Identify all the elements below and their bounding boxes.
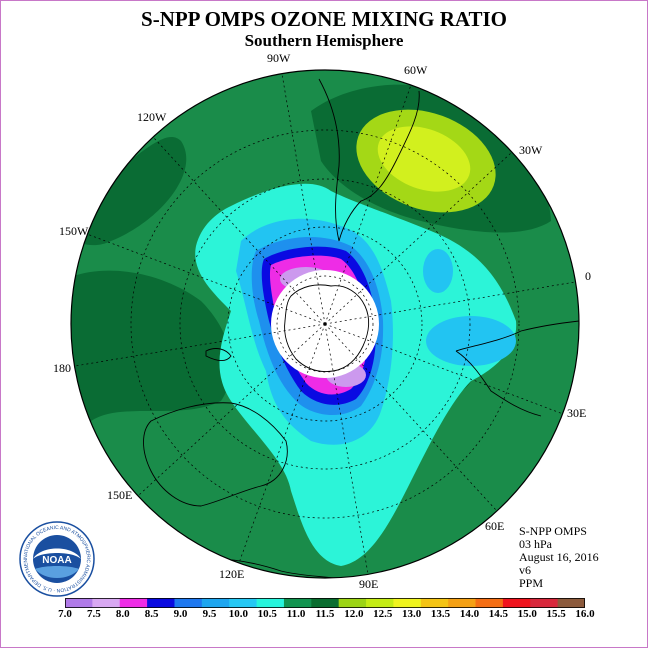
info-units: PPM [519, 576, 544, 590]
label-60e: 60E [485, 519, 505, 533]
info-block: S-NPP OMPS 03 hPa August 16, 2016 v6 PPM [519, 525, 599, 590]
meridian-0 [324, 281, 576, 325]
meridian-150e [138, 323, 326, 496]
colorbar-swatch [256, 598, 285, 608]
colorbar-tick-label: 13.0 [402, 608, 422, 620]
logo-wave [35, 566, 79, 578]
colorbar-swatch [283, 598, 312, 608]
colorbar-tick-label: 15.5 [546, 608, 566, 620]
coastlines [143, 78, 579, 578]
colorbar-tick-label: 8.5 [144, 608, 159, 620]
colorbar-swatch [366, 598, 394, 608]
colorbar-tick-label: 14.5 [488, 608, 508, 620]
noaa-logo: NATIONAL OCEANIC AND ATMOSPHERIC ADMINIS… [19, 521, 95, 597]
colorbar-swatch [92, 598, 121, 608]
info-date: August 16, 2016 [519, 550, 599, 564]
colorbar-ticks: 7.0 7.5 8.0 8.5 9.0 9.5 10.0 10.5 11.0 11.5 12.0 12… [1, 608, 647, 622]
label-150w: 150W [59, 224, 89, 238]
label-120w: 120W [137, 110, 167, 124]
colorbar-swatch [147, 598, 175, 608]
colorbar-swatch [229, 598, 258, 608]
label-90e: 90E [359, 577, 379, 591]
label-150e: 150E [107, 488, 133, 502]
colorbar-swatch [393, 598, 422, 608]
colorbar [65, 598, 585, 608]
colorbar-tick-label: 16.0 [575, 608, 595, 620]
meridian-30e [324, 323, 572, 418]
latitude-ring-2 [227, 226, 423, 422]
colorbar-swatch [448, 598, 477, 608]
africa-coastline-south [455, 350, 542, 417]
meridian-60e [324, 323, 497, 511]
new-zealand-coastline [205, 348, 232, 361]
label-0: 0 [585, 269, 591, 283]
colorbar-tick-label: 7.0 [58, 608, 72, 620]
meridian-90e [324, 323, 369, 575]
logo-bird-shape [33, 548, 81, 559]
page-subtitle: Southern Hemisphere [244, 31, 404, 50]
africa-coastline [455, 320, 579, 352]
colorbar-tick-label: 10.0 [228, 608, 248, 620]
australia-coastline [143, 402, 288, 507]
colorbar-swatch [119, 598, 148, 608]
colorbar-swatch [420, 598, 449, 608]
polar-map [70, 69, 580, 579]
colorbar-tick-label: 8.0 [115, 608, 130, 620]
colorbar-tick-label: 14.0 [459, 608, 480, 620]
colorbar-swatch [530, 598, 559, 608]
south-america-coastline [318, 78, 420, 242]
colorbar-tick-label: 12.0 [344, 608, 364, 620]
dark-green-zone-w [71, 270, 232, 421]
logo-text: NOAA [42, 555, 71, 566]
latitude-ring-3 [179, 178, 471, 470]
meridian-60w [324, 84, 412, 325]
colorbar-swatch [201, 598, 230, 608]
meridian-30w [324, 152, 512, 325]
label-90w: 90W [267, 51, 291, 65]
latitude-ring-1 [276, 275, 374, 373]
colorbar-tick-label: 13.5 [430, 608, 451, 620]
colorbar-swatch [174, 598, 203, 608]
colorbar-swatch [311, 598, 340, 608]
label-30e: 30E [567, 406, 587, 420]
light-blue-patch-east [426, 316, 516, 366]
colorbar-swatch [338, 598, 367, 608]
graticule [74, 73, 576, 575]
label-30w: 30W [519, 143, 543, 157]
map-outline [70, 69, 580, 579]
yellow-max [377, 126, 471, 192]
meridian-180 [74, 323, 326, 367]
latitude-ring-4 [130, 129, 520, 519]
meridian-120e [238, 323, 326, 564]
colorbar-outline [65, 598, 585, 608]
colorbar-tick-label: 9.0 [173, 608, 188, 620]
colorbar-swatch [502, 598, 531, 608]
colorbar-swatch [557, 598, 585, 608]
meridian-150w [78, 230, 326, 325]
colorbar-tick-label: 9.5 [202, 608, 217, 620]
antarctica-coastline [284, 284, 370, 372]
colorbar-tick-label: 11.0 [286, 608, 306, 620]
meridian-120w [153, 137, 326, 325]
page-title: S-NPP OMPS OZONE MIXING RATIO [141, 7, 507, 31]
colorbar-tick-label: 7.5 [87, 608, 101, 620]
colorbar-tick-label: 11.5 [315, 608, 335, 620]
label-60w: 60W [404, 63, 428, 77]
light-blue-patch-ne [423, 249, 453, 293]
colorbar-tick-label: 15.0 [517, 608, 537, 620]
colorbar-tick-label: 12.5 [373, 608, 393, 620]
meridian-90w [281, 73, 326, 325]
colorbar-tick-label: 10.5 [257, 608, 277, 620]
colorbar-swatch [475, 598, 504, 608]
info-version: v6 [519, 563, 531, 577]
label-120e: 120E [219, 567, 245, 581]
label-180: 180 [53, 361, 71, 375]
info-level: 03 hPa [519, 537, 552, 551]
info-product: S-NPP OMPS [519, 524, 587, 538]
colorbar-swatch [65, 598, 93, 608]
